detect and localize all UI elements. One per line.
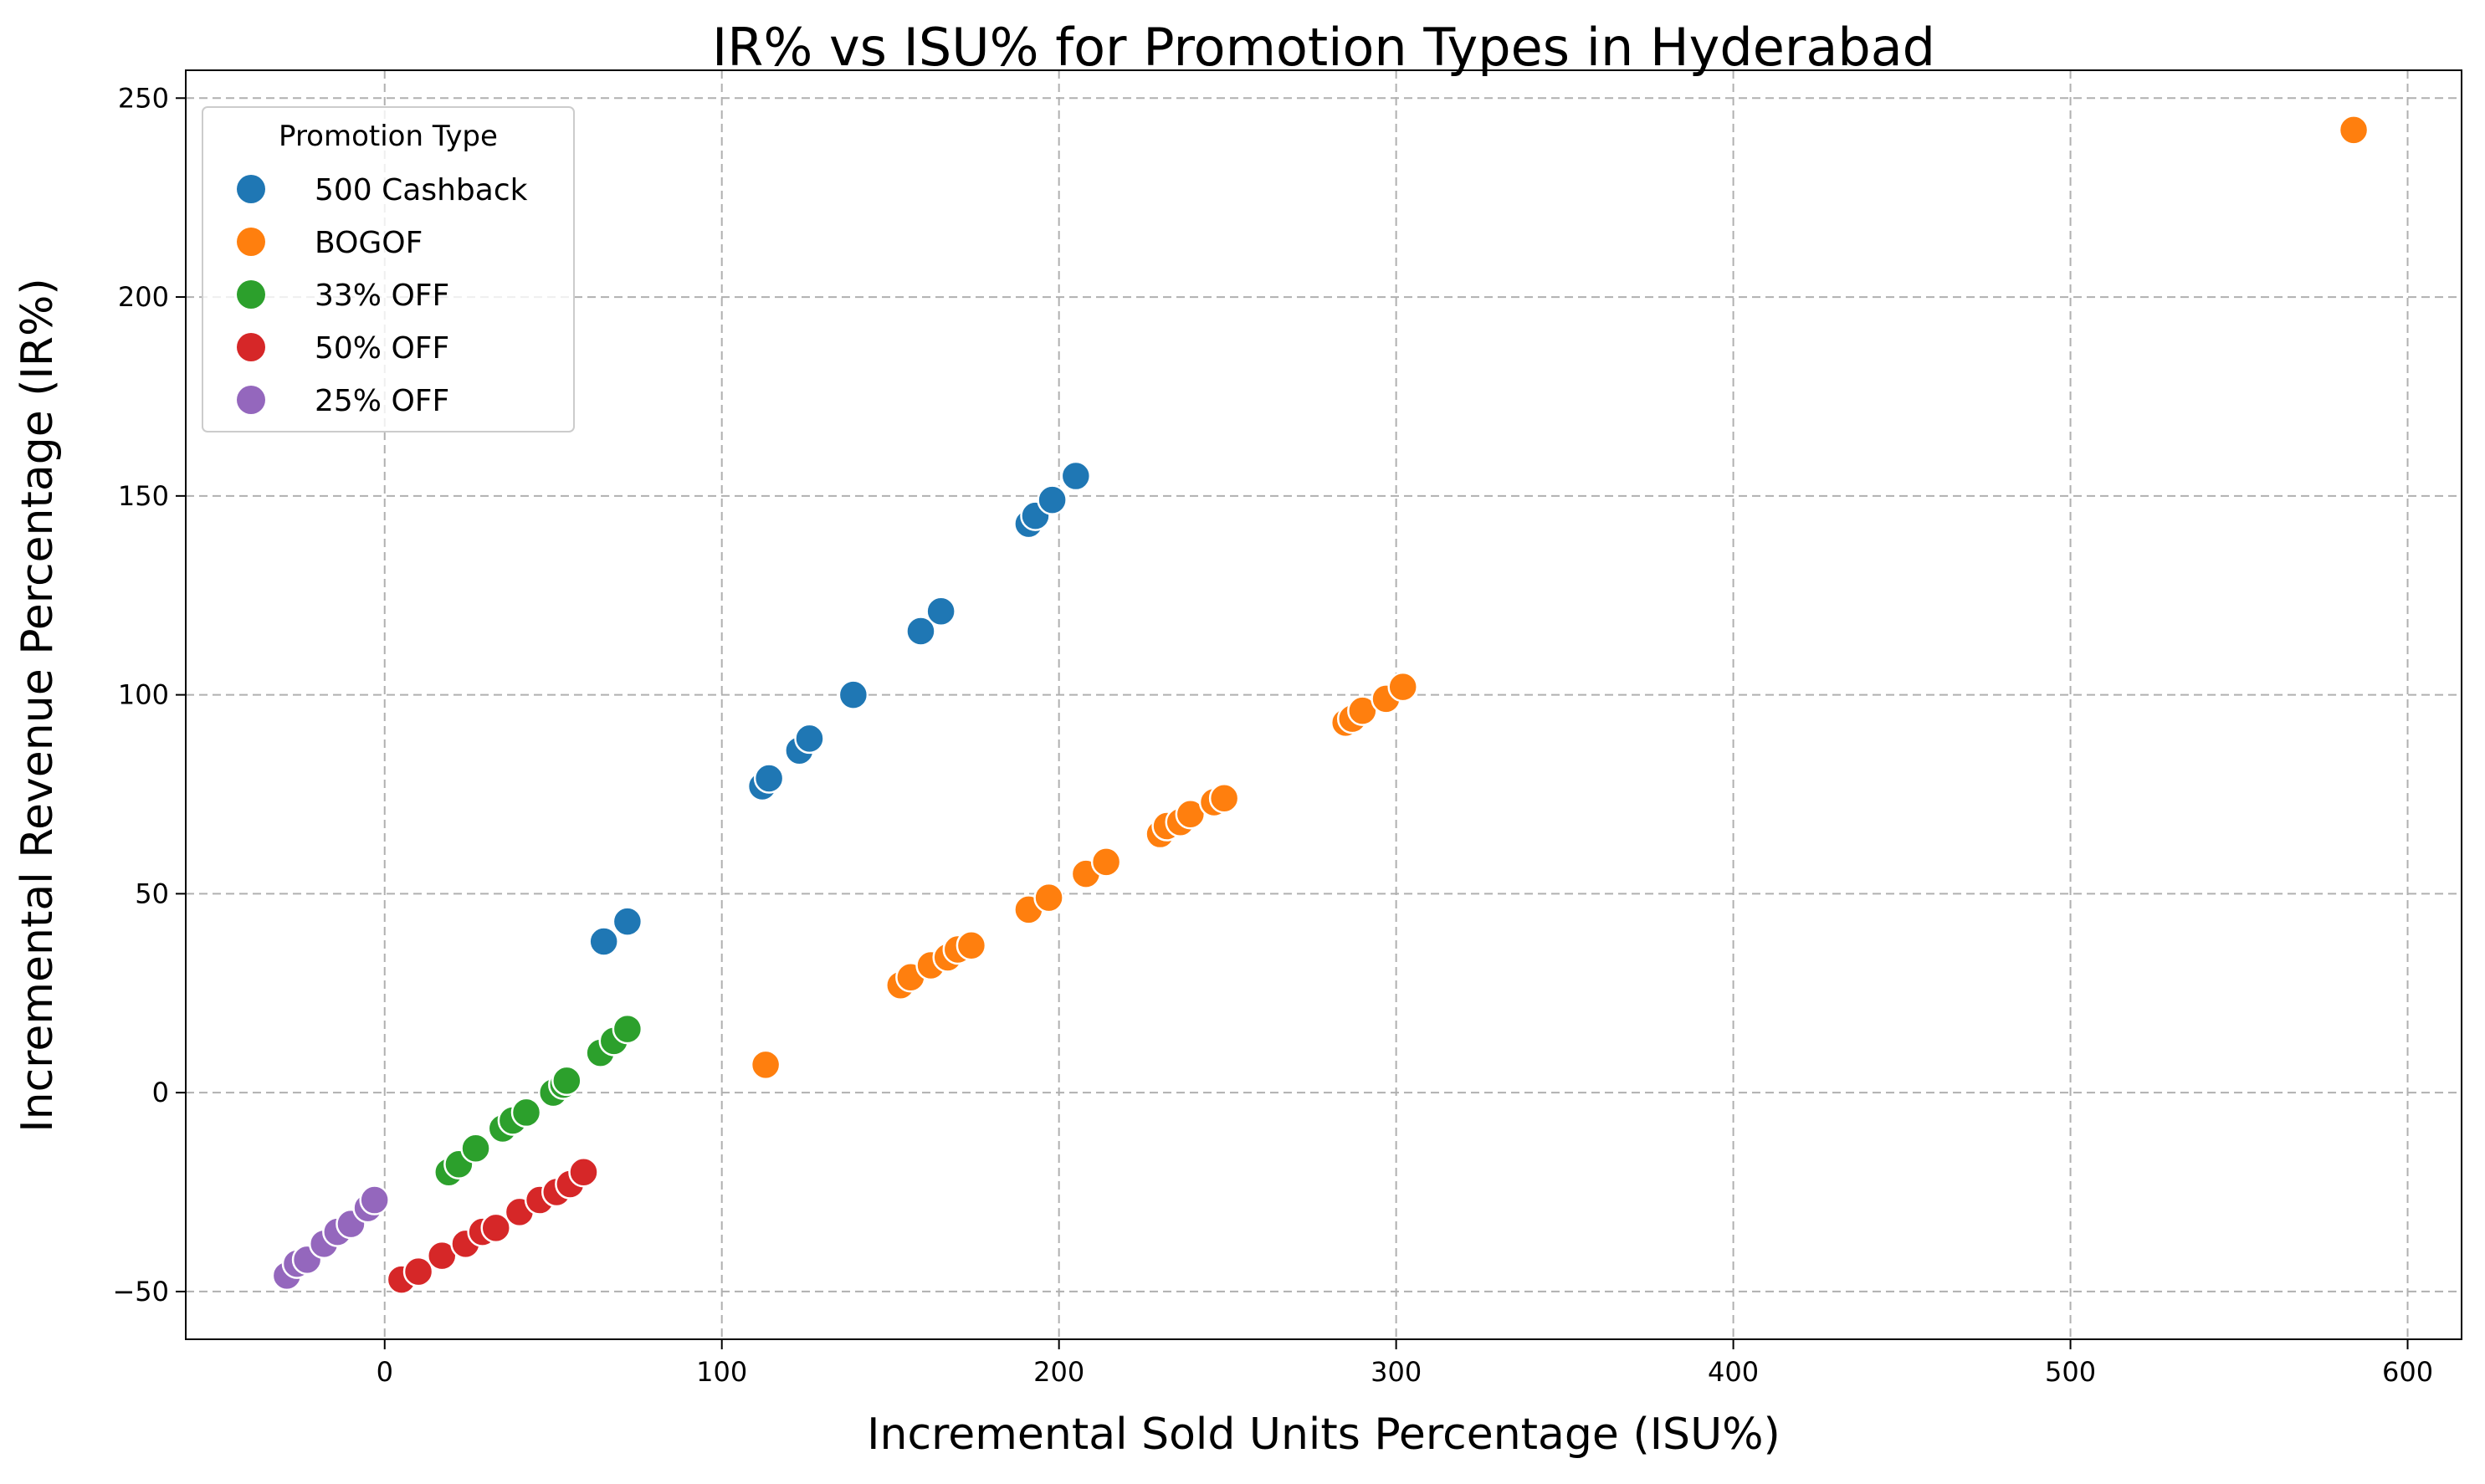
legend-label: 33% OFF (315, 279, 449, 313)
legend-item: 25% OFF (237, 384, 449, 418)
data-point (925, 596, 956, 627)
data-point (460, 1133, 491, 1164)
series-50-off (386, 1157, 599, 1295)
series-500-cashback (588, 460, 1092, 957)
data-point (1208, 783, 1240, 814)
legend-items: 500 Cashback BOGOF 33% OFF 50% OFF 25% OFF (237, 173, 528, 418)
data-point (750, 1049, 781, 1081)
x-tick-label: 0 (377, 1356, 393, 1388)
series-33-off (433, 1013, 643, 1188)
data-point (905, 616, 936, 647)
data-point (551, 1065, 582, 1097)
legend-marker (237, 333, 265, 361)
legend-box (202, 106, 575, 432)
legend-item: BOGOF (237, 226, 423, 260)
legend-label: 25% OFF (315, 384, 449, 418)
legend-item: 33% OFF (237, 279, 449, 313)
y-tick-label: −50 (112, 1276, 169, 1307)
data-point (1090, 847, 1122, 878)
x-tick-label: 400 (1708, 1356, 1759, 1388)
series-25-off (271, 1185, 390, 1292)
y-tick-label: 150 (118, 480, 169, 512)
x-axis-label: Incremental Sold Units Percentage (ISU%) (867, 1410, 1780, 1460)
data-point (956, 929, 987, 961)
data-point (510, 1097, 542, 1128)
data-point (612, 1013, 643, 1045)
data-point (480, 1212, 511, 1244)
y-tick-label: 250 (118, 82, 169, 114)
data-point (2338, 115, 2370, 146)
x-tick-label: 100 (696, 1356, 747, 1388)
legend-label: 500 Cashback (315, 173, 528, 207)
data-point (1387, 671, 1418, 703)
y-tick-label: 0 (152, 1077, 169, 1108)
legend-item: 500 Cashback (237, 173, 528, 207)
data-point (402, 1256, 434, 1287)
y-axis-label: Incremental Revenue Percentage (IR%) (13, 278, 63, 1132)
data-point (838, 679, 869, 710)
x-tick-label: 300 (1371, 1356, 1422, 1388)
data-point (1033, 882, 1064, 913)
data-point (612, 906, 643, 937)
legend-label: 50% OFF (315, 331, 449, 366)
data-point (588, 926, 619, 957)
legend-marker (237, 175, 265, 203)
x-tick-label: 200 (1033, 1356, 1084, 1388)
legend-label: BOGOF (315, 226, 423, 260)
data-point (794, 723, 825, 755)
y-axis-ticks: −50 0 50 100 150 200 250 (112, 82, 186, 1307)
x-axis-ticks: 0 100 200 300 400 500 600 (377, 1339, 2433, 1388)
data-point (568, 1157, 599, 1188)
y-tick-label: 200 (118, 281, 169, 313)
legend-item: 50% OFF (237, 331, 449, 366)
y-tick-label: 50 (135, 878, 169, 909)
data-points (271, 115, 2370, 1295)
legend-title: Promotion Type (279, 120, 498, 153)
y-tick-label: 100 (118, 679, 169, 711)
data-point (359, 1185, 390, 1215)
series-bogof (750, 115, 2370, 1081)
legend-marker (237, 280, 265, 309)
chart-title: IR% vs ISU% for Promotion Types in Hyder… (712, 17, 1935, 78)
plot-frame (185, 69, 2462, 1340)
data-point (753, 763, 785, 794)
x-tick-label: 600 (2382, 1356, 2433, 1388)
legend-marker (237, 386, 265, 414)
legend-marker (237, 228, 265, 256)
x-tick-label: 500 (2045, 1356, 2096, 1388)
data-point (1060, 460, 1092, 492)
data-point (1037, 484, 1068, 515)
